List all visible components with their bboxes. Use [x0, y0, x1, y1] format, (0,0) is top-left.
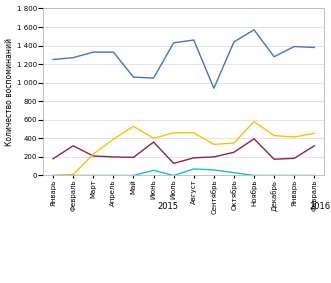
Text: 2015: 2015 [158, 202, 178, 211]
Y-axis label: Количество воспоминаний: Количество воспоминаний [5, 38, 14, 146]
Text: 2016: 2016 [309, 202, 331, 211]
